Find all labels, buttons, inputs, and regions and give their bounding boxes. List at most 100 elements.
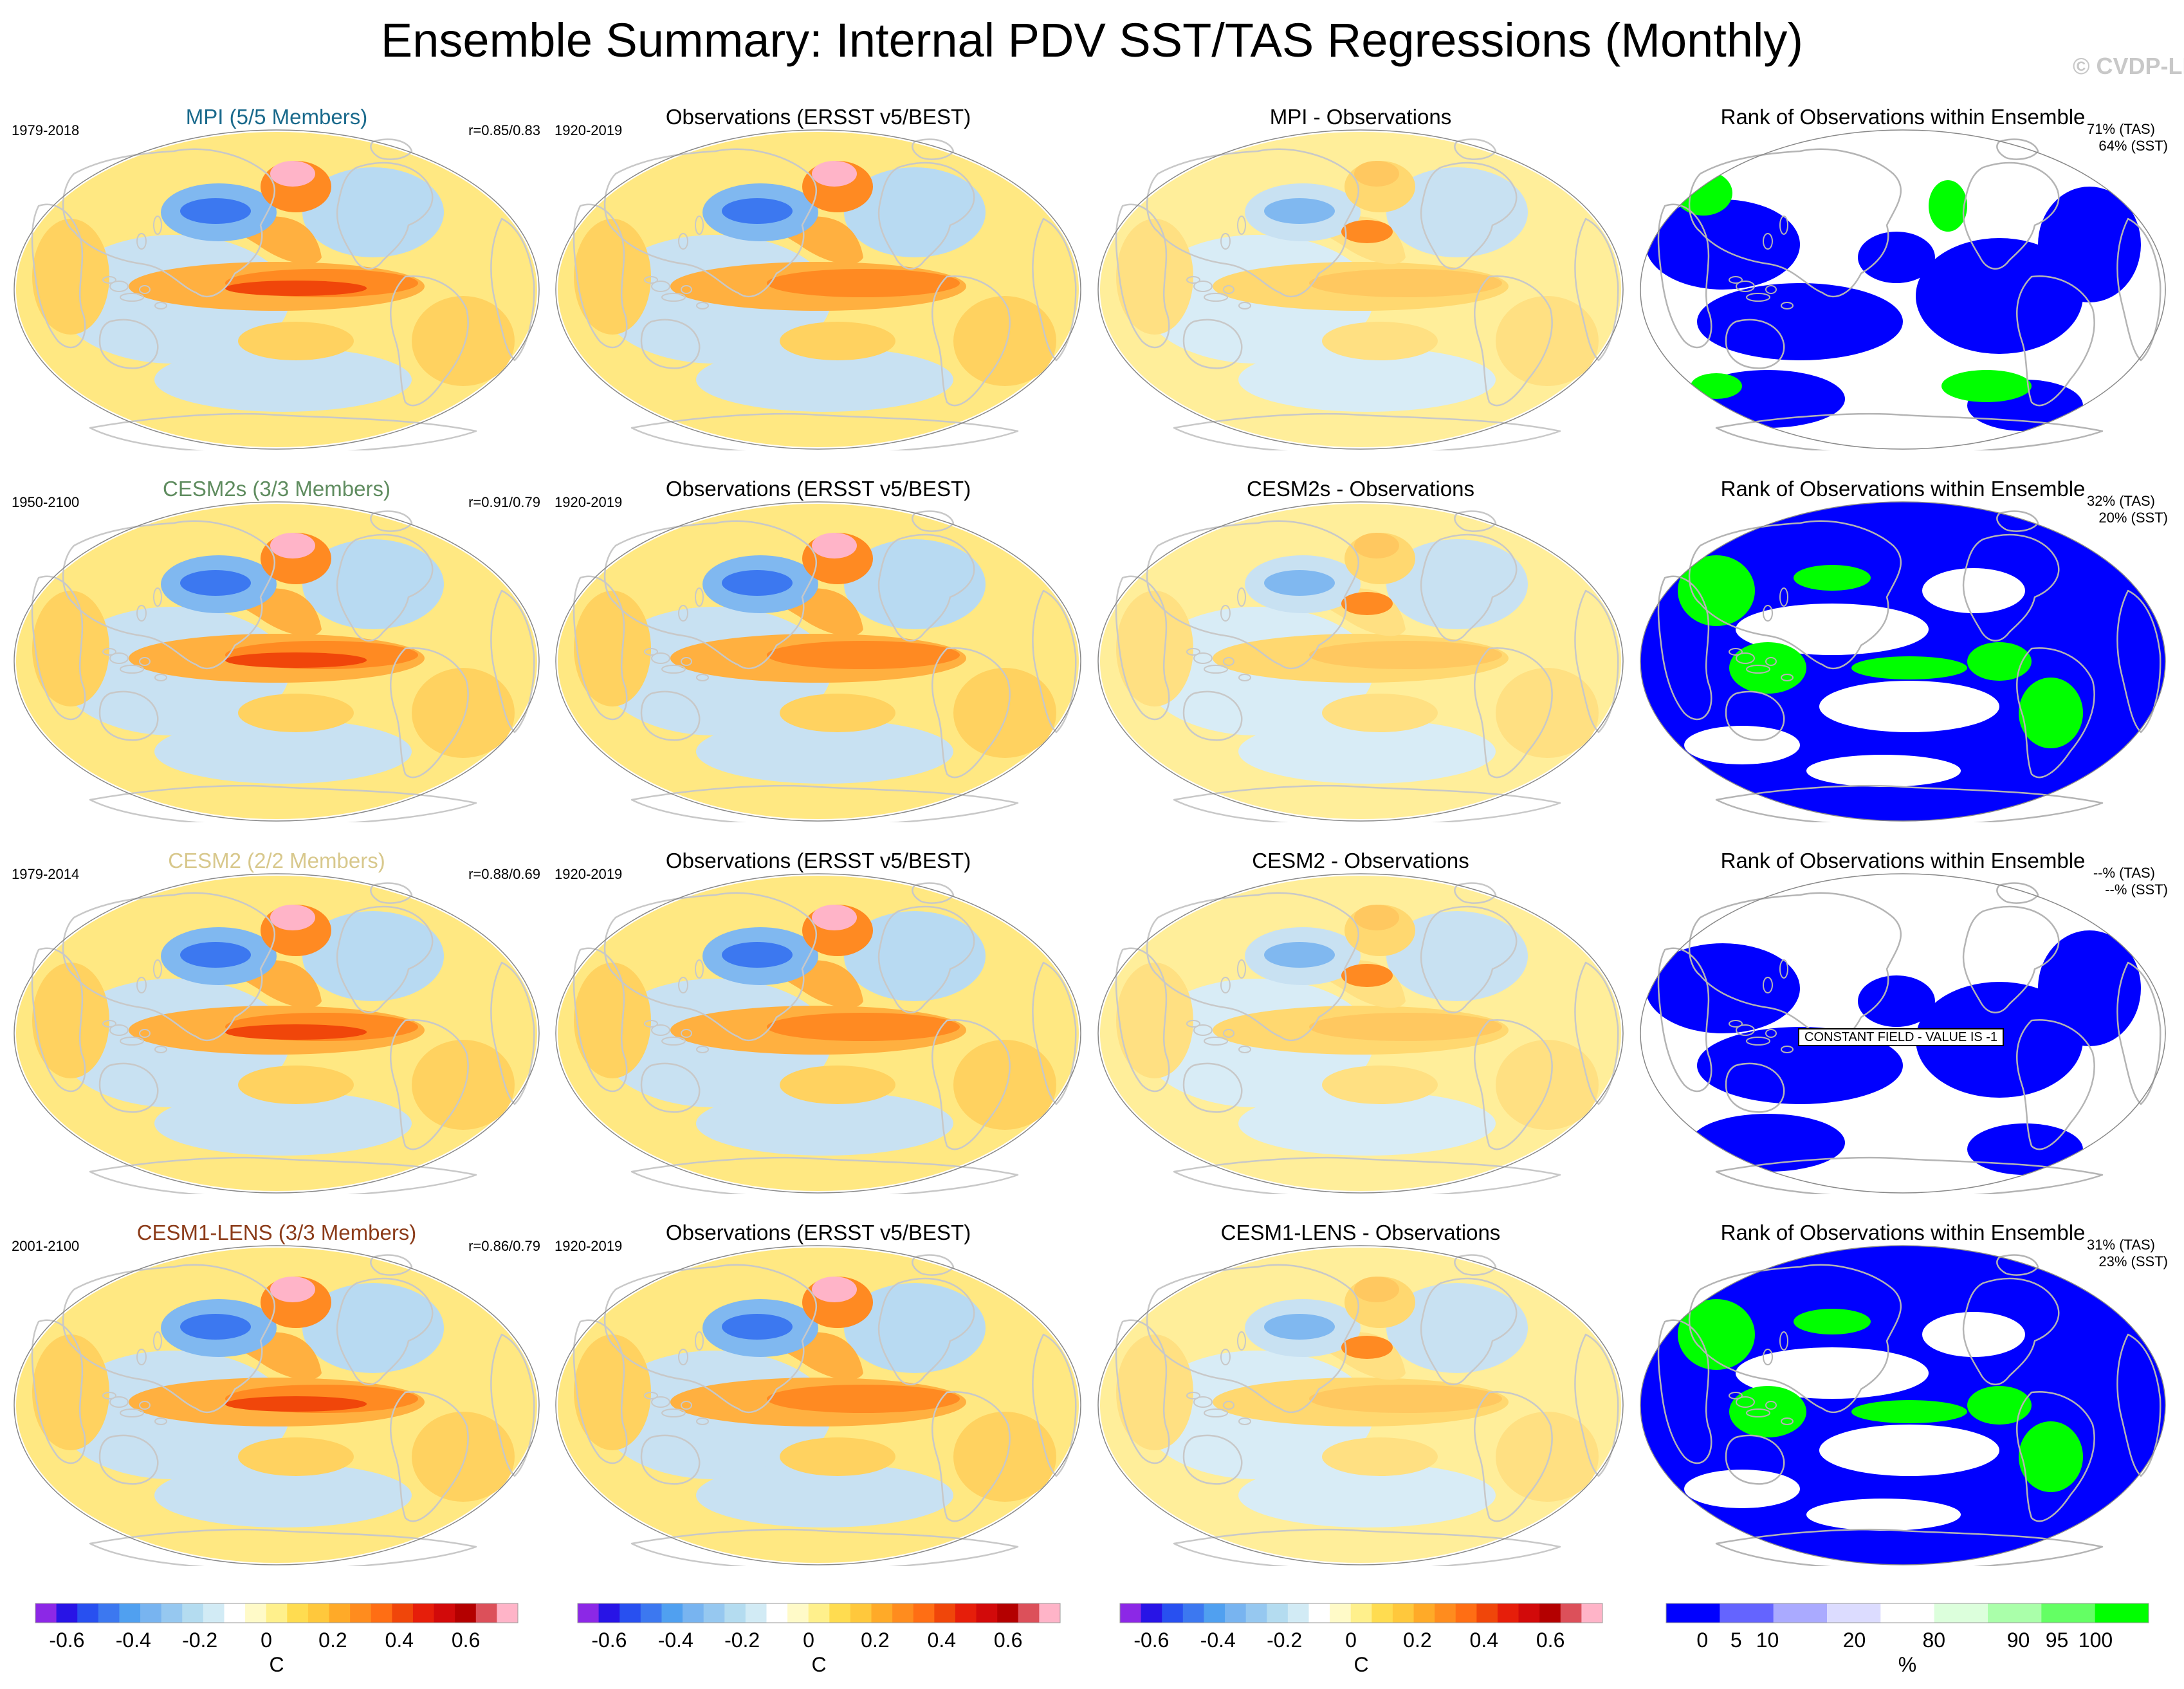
coastline-outline	[31, 1254, 535, 1566]
colorbar-swatch	[976, 1603, 998, 1623]
colorbar-tick-label: 0.6	[1536, 1629, 1565, 1652]
colorbar-swatch	[1392, 1603, 1415, 1623]
diff-map-r3	[1097, 872, 1624, 1194]
colorbar-tick-label: 0.4	[385, 1629, 414, 1652]
colorbar-tick-label: 95	[2046, 1629, 2069, 1652]
colorbar-swatch	[1988, 1603, 2042, 1623]
colorbar-tick-label: -0.2	[1267, 1629, 1302, 1652]
colorbar-tick-label: 0	[1696, 1629, 1708, 1652]
colorbar-tick-label: 90	[2007, 1629, 2030, 1652]
colorbar-swatch	[412, 1603, 435, 1623]
colorbar-swatch	[1204, 1603, 1225, 1623]
colorbar-swatch	[287, 1603, 309, 1623]
colorbar-tick-label: 5	[1730, 1629, 1742, 1652]
colorbar-swatch	[245, 1603, 267, 1623]
diff-map-r1	[1097, 129, 1624, 450]
colorbar-1: -0.6 -0.4 -0.2 0 0.2 0.4 0.6 C	[35, 1603, 518, 1681]
colorbar-swatch	[1435, 1603, 1456, 1623]
colorbar-3: -0.6 -0.4 -0.2 0 0.2 0.4 0.6 C	[1119, 1603, 1603, 1681]
model-map-r4	[13, 1244, 540, 1566]
colorbar-swatch	[1018, 1603, 1040, 1623]
panel-title-r1-c3: MPI - Observations	[1269, 105, 1452, 129]
colorbar-swatch	[640, 1603, 662, 1623]
colorbar-swatch	[1827, 1603, 1881, 1623]
panel-title-r4-c4: Rank of Observations within Ensemble	[1720, 1221, 2086, 1244]
colorbar-swatch	[98, 1603, 120, 1623]
colorbar-tick-label: 0.2	[1403, 1629, 1431, 1652]
colorbar-swatch	[392, 1603, 414, 1623]
colorbar-swatch	[703, 1603, 725, 1623]
panel-title-r4-c2: Observations (ERSST v5/BEST)	[665, 1221, 971, 1244]
panel-title-r2-c4: Rank of Observations within Ensemble	[1720, 477, 2086, 501]
colorbar-unit: %	[1898, 1653, 1916, 1676]
colorbar-4: 0 5 10 20 80 90 95 100%	[1666, 1603, 2149, 1681]
regression-field	[1100, 876, 1621, 1191]
rank-sst-r3: --% (SST)	[2105, 881, 2168, 898]
panel-title-r2-c2: Observations (ERSST v5/BEST)	[665, 477, 971, 501]
panel-title-r3-c3: CESM2 - Observations	[1252, 849, 1469, 872]
colorbar-swatch	[56, 1603, 78, 1623]
panel-title-r3-c4: Rank of Observations within Ensemble	[1720, 849, 2086, 872]
correlation-r1: r=0.85/0.83	[468, 122, 540, 138]
coastline-outline	[1657, 138, 2161, 450]
colorbar-swatch	[1141, 1603, 1162, 1623]
figure-title: Ensemble Summary: Internal PDV SST/TAS R…	[380, 14, 1804, 67]
colorbar-tick-label: 0.2	[318, 1629, 347, 1652]
correlation-r2: r=0.91/0.79	[468, 494, 540, 510]
panel-title-r3-c1: CESM2 (2/2 Members)	[168, 849, 385, 872]
coastline-outline	[573, 1254, 1077, 1566]
colorbar-swatch	[329, 1603, 351, 1623]
colorbar-tick-label: -0.6	[1133, 1629, 1169, 1652]
colorbar-swatch	[1455, 1603, 1477, 1623]
colorbar-swatch	[955, 1603, 977, 1623]
panel-title-r1-c1: MPI (5/5 Members)	[185, 105, 368, 129]
colorbar-swatch	[1120, 1603, 1142, 1623]
colorbar-tick-label: -0.2	[724, 1629, 760, 1652]
rank-sst-r4: 23% (SST)	[2098, 1253, 2168, 1269]
coastline-outline	[1657, 510, 2161, 822]
colorbar-swatch	[1182, 1603, 1204, 1623]
colorbar-swatch	[1308, 1603, 1330, 1623]
years-model-r2: 1950-2100	[12, 494, 80, 510]
years-model-r4: 2001-2100	[12, 1238, 80, 1254]
panel-title-r3-c2: Observations (ERSST v5/BEST)	[665, 849, 971, 872]
colorbar-tick-label: 0	[1345, 1629, 1357, 1652]
colorbar-swatch	[475, 1603, 497, 1623]
rank-map-r4	[1639, 1244, 2167, 1566]
colorbar-swatch	[1162, 1603, 1184, 1623]
rank-sst-r2: 20% (SST)	[2098, 510, 2168, 526]
regression-field	[558, 1248, 1079, 1563]
colorbar-swatch	[1225, 1603, 1247, 1623]
colorbar-swatch	[766, 1603, 788, 1623]
colorbar-swatch	[1267, 1603, 1289, 1623]
colorbar-swatch	[140, 1603, 162, 1623]
colorbar-swatch	[161, 1603, 183, 1623]
model-map-r3	[13, 872, 540, 1194]
colorbar-swatch	[1666, 1603, 1720, 1623]
rank-sst-r1: 64% (SST)	[2098, 138, 2168, 154]
colorbar-swatch	[1773, 1603, 1828, 1623]
coastline-outline	[31, 882, 535, 1194]
years-obs-r3: 1920-2019	[555, 866, 623, 882]
colorbar-swatch	[1350, 1603, 1372, 1623]
diff-map-r2	[1097, 501, 1624, 822]
rank-field	[1640, 502, 2165, 821]
coastline-outline	[31, 138, 535, 450]
regression-field	[1100, 1248, 1621, 1563]
colorbar-tick-label: 0.6	[452, 1629, 480, 1652]
panel-title-r2-c3: CESM2s - Observations	[1247, 477, 1474, 501]
colorbar-swatch	[871, 1603, 893, 1623]
panel-title-r1-c4: Rank of Observations within Ensemble	[1720, 105, 2086, 129]
regression-field	[558, 504, 1079, 819]
colorbar-swatch	[455, 1603, 477, 1623]
colorbar-tick-label: 0	[261, 1629, 272, 1652]
colorbar-swatch	[808, 1603, 830, 1623]
panel-title-r2-c1: CESM2s (3/3 Members)	[163, 477, 390, 501]
colorbar-tick-label: 0.4	[928, 1629, 956, 1652]
colorbar-tick-label: 100	[2078, 1629, 2113, 1652]
colorbar-swatch	[1413, 1603, 1435, 1623]
colorbar-tick-label: -0.6	[49, 1629, 84, 1652]
colorbar-swatch	[1518, 1603, 1540, 1623]
years-model-r3: 1979-2014	[12, 866, 80, 882]
coastline-outline	[573, 882, 1077, 1194]
